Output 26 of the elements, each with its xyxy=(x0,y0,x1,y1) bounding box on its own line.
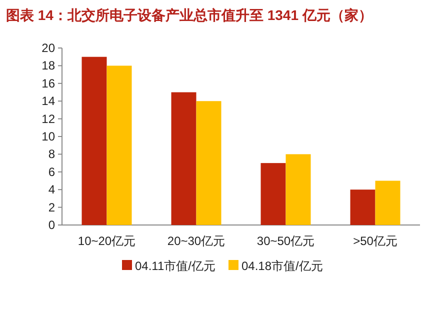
title: 图表 14：北交所电子设备产业总市值升至 1341 亿元（家） xyxy=(6,7,372,23)
y-tick-label: 8 xyxy=(48,147,56,162)
bar xyxy=(106,66,132,225)
y-tick-label: 18 xyxy=(42,58,56,73)
xtick: 30~50亿元 xyxy=(256,234,315,248)
xtick: 20~30亿元 xyxy=(167,234,226,248)
xtick: 10~20亿元 xyxy=(78,234,136,248)
y-tick-label: 16 xyxy=(42,76,56,90)
bar xyxy=(82,56,107,225)
y-tick-label: 4 xyxy=(48,182,56,197)
y-tick-label: 10 xyxy=(42,130,56,144)
legend-label: 04.18市值/亿元 xyxy=(241,259,323,273)
y-tick-label: 2 xyxy=(48,200,56,214)
bar xyxy=(286,154,311,225)
xtick: >50亿元 xyxy=(353,234,398,248)
y-tick-label: 6 xyxy=(48,164,56,179)
bar xyxy=(260,163,286,225)
bar xyxy=(171,92,196,225)
bar xyxy=(350,190,376,225)
y-tick-label: 0 xyxy=(48,218,56,232)
bar xyxy=(196,101,222,225)
y-tick-label: 20 xyxy=(42,41,56,55)
bar xyxy=(375,180,400,225)
y-tick-label: 12 xyxy=(42,112,56,126)
legend-label: 04.11市值/亿元 xyxy=(135,259,216,273)
y-tick-label: 14 xyxy=(42,94,56,108)
